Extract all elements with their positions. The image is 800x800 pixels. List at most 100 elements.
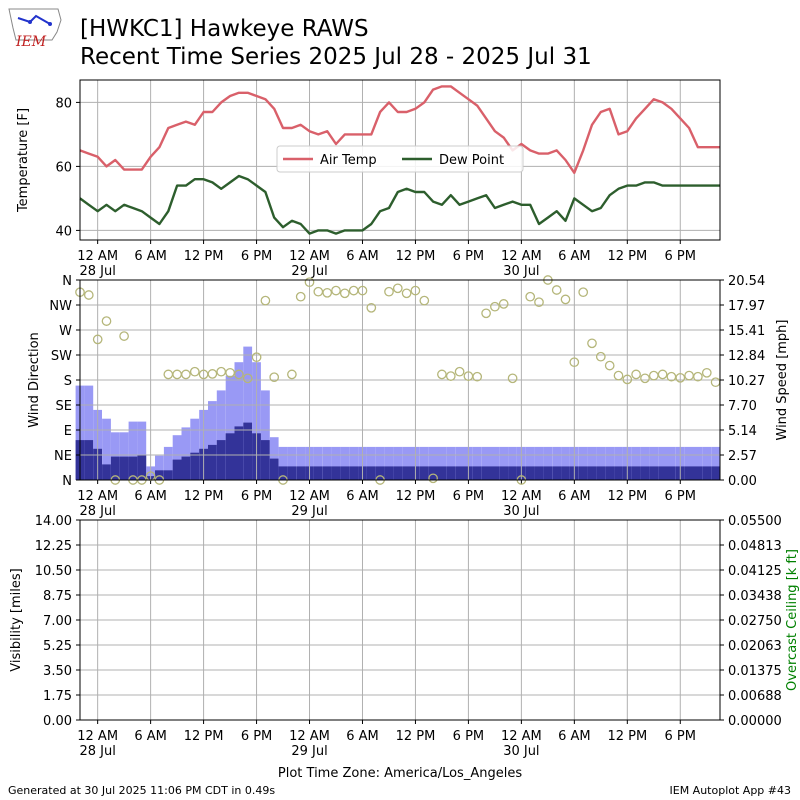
gust-bar [155, 455, 164, 480]
wind-speed-bar [243, 422, 253, 480]
wind-direction-marker [428, 473, 438, 484]
wind-direction-marker [701, 367, 712, 378]
y-tick-label: SE [56, 399, 72, 414]
gust-bar [278, 446, 288, 480]
wind-direction-marker [454, 366, 465, 377]
wind-speed-bar [631, 466, 641, 480]
y-tick-label: 12.25 [35, 539, 72, 554]
wind-speed-bar [393, 466, 403, 480]
x-tick-label: 6 AM [558, 249, 591, 264]
wind-speed-bar [216, 440, 226, 480]
wind-speed-bar [534, 466, 544, 480]
x-tick-label: 6 PM [241, 729, 272, 744]
x-tick-date: 28 Jul [79, 504, 115, 519]
y-tick-label: 40 [55, 224, 72, 239]
wind-direction-marker [234, 369, 244, 380]
y-tick-label: 8.75 [43, 589, 72, 604]
x-tick-label: 12 PM [396, 489, 436, 504]
wind-direction-marker [675, 372, 686, 383]
x-tick-date: 30 Jul [503, 264, 539, 279]
wind-direction-marker [410, 285, 421, 296]
y-tick-label: 1.75 [43, 689, 72, 704]
wind-speed-bar [508, 466, 517, 480]
wind-direction-marker [648, 370, 659, 381]
gust-bar [649, 446, 659, 480]
y2-tick-label: 0.00688 [728, 689, 782, 704]
wind-speed-bar [428, 466, 438, 480]
wind-direction-marker [172, 369, 182, 380]
x-tick-label: 6 PM [241, 249, 272, 264]
gust-bar [693, 446, 703, 480]
y-tick-label: NE [54, 449, 72, 464]
wind-direction-marker [287, 369, 297, 380]
wind-speed-bar [322, 466, 332, 480]
wind-speed-bar [181, 456, 191, 480]
y2-tick-label: 0.04813 [728, 539, 782, 554]
wind-direction-marker [304, 277, 315, 288]
plot-frame [79, 279, 721, 481]
wind-speed-bar [375, 466, 385, 480]
wind-speed-bar [119, 456, 129, 480]
wind-speed-bar [658, 466, 667, 480]
x-tick-date: 29 Jul [291, 264, 327, 279]
y2-tick-label: 2.57 [728, 449, 757, 464]
x-tick-label: 6 PM [453, 729, 484, 744]
gust-bar [525, 446, 535, 480]
wind-direction-marker [640, 373, 650, 384]
y-tick-label: 5.25 [43, 639, 72, 654]
y-tick-label: N [62, 474, 72, 489]
wind-speed-bar [481, 466, 491, 480]
wind-speed-bar [605, 466, 614, 480]
wind-speed-bar [384, 466, 394, 480]
wind-speed-bar [402, 466, 411, 480]
wind-speed-bar [331, 466, 341, 480]
temperature-legend: Air Temp Dew Point [276, 145, 524, 173]
wind-speed-bar [561, 466, 570, 480]
gust-bar [234, 362, 244, 480]
wind-speed-bar [190, 452, 200, 480]
wind-speed-bar [128, 456, 138, 480]
wind-speed-bar [225, 433, 235, 480]
gust-bar [119, 432, 129, 480]
x-tick-label: 6 PM [241, 489, 272, 504]
x-tick-label: 12 PM [607, 249, 647, 264]
y-tick-label: E [64, 424, 72, 439]
wind-direction-marker [357, 285, 368, 296]
x-tick-label: 6 PM [453, 249, 484, 264]
legend-label-dew-point: Dew Point [439, 153, 504, 168]
x-tick-date: 29 Jul [291, 744, 327, 759]
y-axis-label: Visibility [miles] [9, 568, 24, 671]
wind-direction-marker [595, 351, 606, 362]
wind-speed-bar [261, 440, 270, 480]
gust-bar [349, 446, 358, 480]
x-tick-label: 12 PM [396, 729, 436, 744]
wind-speed-bar [155, 470, 164, 480]
wind-direction-marker [445, 371, 456, 381]
y2-tick-label: 17.97 [728, 299, 765, 314]
wind-direction-marker [613, 370, 624, 381]
y-tick-label: 80 [55, 96, 72, 111]
gust-bar [287, 446, 297, 480]
wind-direction-marker [419, 295, 430, 306]
y2-tick-label: 15.41 [728, 324, 765, 339]
wind-speed-bar [437, 466, 447, 480]
wind-direction-marker [366, 302, 377, 313]
y2-tick-label: 5.14 [728, 424, 757, 439]
x-tick-label: 6 AM [134, 249, 167, 264]
chart-subtitle: Recent Time Series 2025 Jul 28 - 2025 Ju… [80, 44, 592, 70]
x-tick-label: 12 AM [77, 249, 118, 264]
wind-direction-marker [207, 369, 218, 379]
wind-direction-marker [392, 283, 403, 294]
gust-bar [102, 418, 111, 480]
dew-point-line [79, 174, 720, 235]
wind-direction-marker [507, 373, 518, 384]
gust-bar [455, 446, 464, 480]
wind-direction-marker [472, 371, 483, 382]
gust-bar [366, 446, 376, 480]
wind-direction-marker [587, 338, 597, 349]
y-tick-label: 3.50 [43, 664, 72, 679]
x-tick-label: 12 AM [501, 729, 542, 744]
x-tick-label: 12 PM [607, 489, 647, 504]
x-tick-label: 12 AM [501, 489, 542, 504]
